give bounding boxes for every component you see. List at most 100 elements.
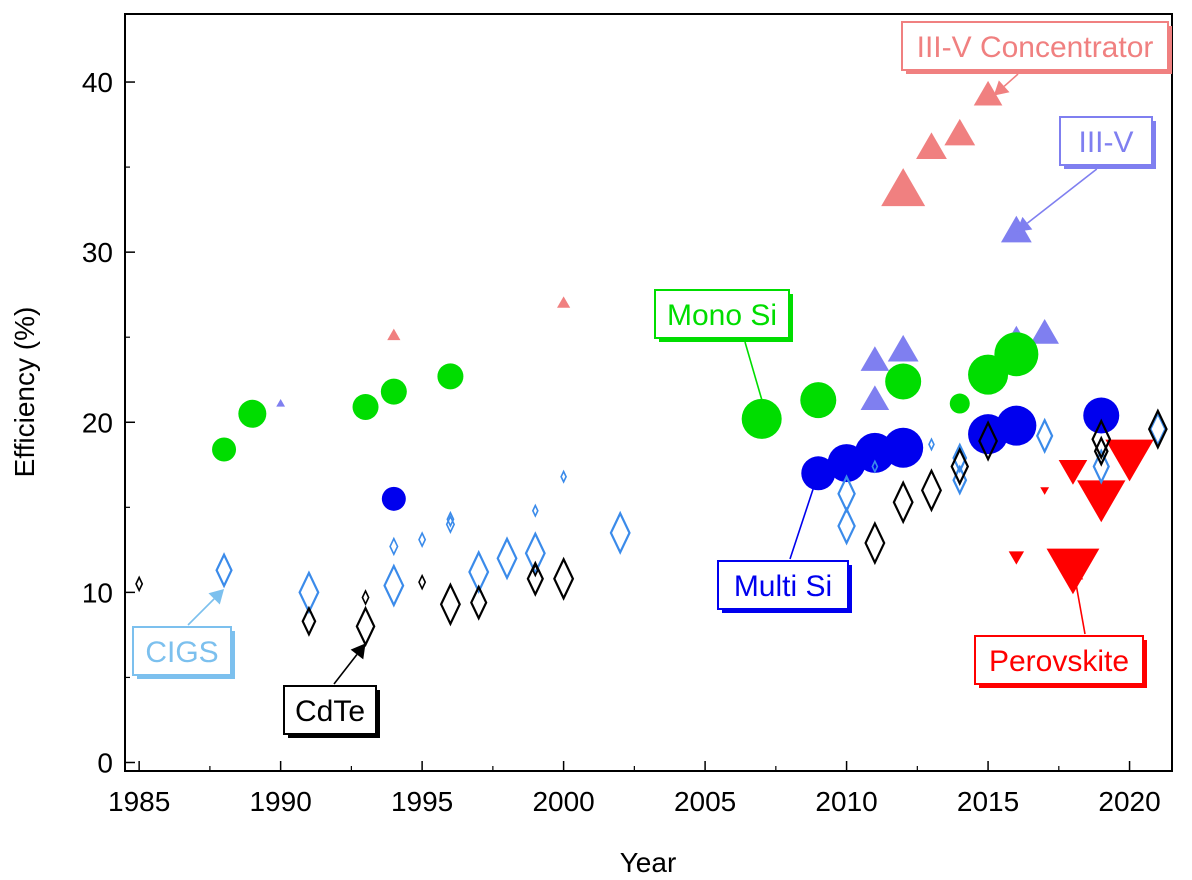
data-point-cigs-21: [1149, 410, 1167, 448]
plot-frame: [124, 13, 1173, 772]
data-point-iii-v-1: [860, 385, 890, 411]
callout-perovskite: Perovskite: [974, 566, 1147, 688]
chart-tick-labels: 1985 1990 1995 2000 2005 2010 2015 2020 0 10 20 30 4…: [82, 67, 1161, 817]
data-point-cigs-20: [1092, 448, 1110, 485]
data-point-cdte-10: [864, 520, 886, 566]
callout-cigs: CIGS: [132, 588, 235, 679]
y-tick-label: 0: [97, 747, 113, 778]
callout-iii-v: III-V: [1016, 116, 1156, 232]
callout-arrow-line: [1074, 580, 1086, 635]
data-point-cdte-11: [892, 480, 914, 525]
data-point-cdte-8: [531, 563, 539, 578]
data-point-mono-si-6: [800, 382, 837, 419]
data-point-cdte-7: [526, 560, 544, 597]
data-point-mono-si-0: [212, 437, 237, 462]
callout-arrow-head: [350, 643, 366, 660]
data-point-perovskite-3: [1058, 460, 1088, 485]
data-point-mono-si-8: [949, 393, 970, 414]
data-point-cdte-0: [135, 575, 144, 593]
callout-iii-v-concentrator: III-V Concentrator: [901, 21, 1172, 96]
callout-label-cigs: CIGS: [145, 636, 218, 669]
data-point-cigs-7: [468, 549, 490, 595]
data-point-cdte-6: [470, 584, 488, 621]
callout-box: [1059, 116, 1153, 166]
callout-box: [283, 685, 377, 735]
callout-label-cdte: CdTe: [295, 695, 365, 728]
callout-arrow-line: [1003, 73, 1019, 87]
data-point-cigs-15: [871, 459, 879, 474]
callout-arrow-head: [1067, 566, 1084, 583]
data-point-cdte-16: [1093, 435, 1109, 467]
data-point-cdte-3: [355, 605, 376, 648]
callout-arrow-head: [1016, 216, 1033, 232]
series-cdte: [135, 408, 1168, 648]
data-point-cigs-0: [215, 552, 233, 589]
y-tick-label: 30: [82, 237, 113, 268]
callout-arrow-head: [993, 80, 1010, 96]
data-point-multi-si-6: [996, 405, 1037, 446]
callout-mono-si: Mono Si: [654, 289, 793, 419]
y-tick-label: 10: [82, 577, 113, 608]
series-iii-v-concentrator: [387, 80, 1003, 341]
callout-label-iii-v-concentrator: III-V Concentrator: [917, 31, 1154, 64]
data-point-multi-si-4: [883, 427, 924, 468]
series-mono-si: [212, 332, 1039, 462]
callout-box: [654, 289, 790, 339]
data-point-iii-v-concentrator-3: [916, 132, 947, 160]
data-point-cigs-6: [446, 510, 455, 528]
data-point-perovskite-4: [1077, 480, 1126, 523]
x-tick-label: 2020: [1098, 786, 1160, 817]
data-point-cdte-5: [439, 582, 461, 627]
y-tick-label: 20: [82, 407, 113, 438]
data-point-cigs-12: [609, 510, 631, 555]
callout-label-multi-si: Multi Si: [734, 570, 832, 603]
callout-label-mono-si: Mono Si: [667, 299, 777, 332]
series-cigs: [215, 410, 1167, 615]
data-point-cigs-10: [531, 503, 539, 518]
data-point-mono-si-4: [437, 363, 464, 390]
data-point-cigs-11: [560, 469, 567, 484]
x-tick-label: 2000: [532, 786, 594, 817]
data-point-iii-v-concentrator-0: [387, 328, 401, 341]
data-point-multi-si-7: [1083, 397, 1120, 434]
callout-label-iii-v: III-V: [1078, 126, 1133, 159]
data-point-cigs-4: [418, 531, 427, 549]
callout-arrow-head: [806, 473, 822, 490]
data-point-cigs-3: [383, 563, 405, 608]
x-tick-label: 2005: [674, 786, 736, 817]
data-point-cigs-16: [928, 437, 935, 452]
x-tick-label: 1990: [249, 786, 311, 817]
data-point-iii-v-concentrator-4: [944, 118, 976, 146]
callout-arrow-line: [333, 653, 358, 685]
callout-arrow-line: [789, 486, 815, 560]
callout-arrow-head: [208, 588, 225, 605]
data-point-cigs-1: [298, 570, 320, 615]
data-point-cdte-12: [920, 468, 942, 513]
data-point-mono-si-5: [741, 398, 782, 439]
callout-arrow-line: [1026, 168, 1098, 224]
callout-arrow-line: [744, 341, 765, 406]
data-point-mono-si-3: [380, 378, 407, 405]
callout-multi-si: Multi Si: [717, 473, 852, 613]
callout-arrow-head: [755, 403, 772, 419]
data-point-mono-si-7: [885, 363, 922, 400]
data-point-cdte-13: [950, 447, 970, 486]
data-point-mono-si-2: [352, 393, 379, 420]
data-point-perovskite-0: [1008, 551, 1025, 565]
x-tick-label: 2015: [957, 786, 1019, 817]
chart-axes: [124, 13, 1173, 772]
data-point-iii-v-2: [860, 346, 890, 371]
data-point-cigs-2: [389, 536, 399, 557]
chart-callouts: III-V Concentrator III-V Mono Si Multi Si Pe…: [132, 21, 1172, 738]
data-point-cigs-9: [524, 531, 546, 576]
data-point-iii-v-0: [276, 398, 286, 407]
data-point-mono-si-1: [238, 399, 267, 428]
data-point-cdte-14: [978, 420, 998, 462]
data-point-perovskite-1: [1040, 487, 1050, 495]
data-point-cigs-14: [837, 506, 856, 546]
callout-box: [717, 560, 849, 610]
data-point-iii-v-5: [1030, 318, 1059, 344]
data-point-multi-si-0: [381, 486, 406, 511]
x-axis-title: Year: [620, 847, 677, 878]
